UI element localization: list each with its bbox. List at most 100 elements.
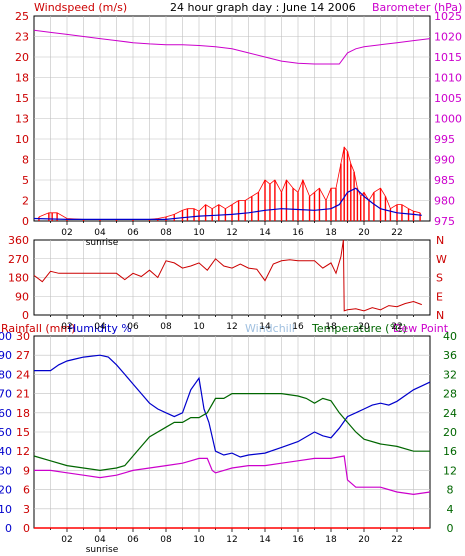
humidity-y-tick-label: 90 — [0, 349, 12, 362]
wind-y-tick-label: 8 — [22, 154, 29, 167]
compass-label: W — [436, 253, 447, 266]
x-tick-label: 14 — [259, 535, 271, 545]
x-tick-label: 22 — [391, 322, 402, 332]
compass-label: S — [436, 272, 443, 285]
x-tick-label: 04 — [94, 535, 106, 545]
x-tick-label: 02 — [61, 228, 72, 238]
barometer-y-tick-label: 1005 — [434, 92, 462, 105]
temperature-y-tick-label: 8 — [447, 484, 454, 497]
sunrise-label: sunrise — [86, 545, 119, 555]
wind-y-tick-label: 5 — [22, 174, 29, 187]
wind-y-tick-label: 10 — [15, 133, 29, 146]
rain-y-tick-label: 27 — [16, 349, 30, 362]
rain-y-tick-label: 3 — [23, 503, 30, 516]
x-tick-label: 12 — [226, 535, 237, 545]
rain-y-tick-label: 21 — [16, 388, 30, 401]
rain-y-tick-label: 18 — [16, 407, 30, 420]
wind-y-tick-label: 13 — [15, 113, 29, 126]
rain-y-tick-label: 6 — [23, 484, 30, 497]
x-tick-label: 10 — [193, 228, 205, 238]
humidity-y-tick-label: 30 — [0, 464, 12, 477]
x-tick-label: 16 — [292, 228, 304, 238]
humidity-y-tick-label: 40 — [0, 445, 12, 458]
direction-y-tick-label: 0 — [22, 309, 29, 322]
compass-label: N — [436, 234, 444, 247]
x-tick-label: 14 — [259, 228, 271, 238]
humidity-y-tick-label: 50 — [0, 426, 12, 439]
wind-gust-line — [38, 146, 421, 220]
x-tick-label: 04 — [94, 228, 106, 238]
compass-label: N — [436, 309, 444, 322]
x-tick-label: 08 — [160, 322, 172, 332]
temperature-y-tick-label: 36 — [443, 349, 457, 362]
x-tick-label: 10 — [193, 535, 205, 545]
wind-y-tick-label: 20 — [15, 51, 29, 64]
temperature-y-tick-label: 24 — [443, 407, 457, 420]
barometer-line — [33, 29, 431, 65]
x-tick-label: 12 — [226, 228, 237, 238]
rain-y-tick-label: 24 — [16, 368, 30, 381]
rain-y-tick-label: 9 — [23, 464, 30, 477]
wind-direction-line — [33, 239, 422, 312]
windspeed-header: Windspeed (m/s) — [34, 1, 127, 14]
x-tick-label: 06 — [127, 535, 139, 545]
humidity-y-tick-label: 20 — [0, 484, 12, 497]
temperature-header: Temperature (°C) — [311, 322, 407, 335]
temperature-y-tick-label: 28 — [443, 388, 457, 401]
sunrise-label: sunrise — [86, 238, 119, 248]
barometer-y-tick-label: 1000 — [434, 113, 462, 126]
x-tick-label: 04 — [94, 322, 106, 332]
x-tick-label: 20 — [358, 228, 370, 238]
x-tick-label: 08 — [160, 535, 172, 545]
x-tick-label: 18 — [325, 535, 337, 545]
barometer-y-tick-label: 975 — [434, 215, 455, 228]
wind-y-tick-label: 25 — [15, 10, 29, 23]
wind-y-tick-label: 23 — [15, 31, 29, 44]
wind-y-tick-label: 2 — [22, 195, 29, 208]
barometer-y-tick-label: 990 — [434, 154, 455, 167]
barometer-y-tick-label: 1010 — [434, 72, 462, 85]
barometer-y-tick-label: 985 — [434, 174, 455, 187]
chart-title: 24 hour graph day : June 14 2006 — [170, 1, 356, 14]
dewpoint-header: Dew Point — [393, 322, 449, 335]
barometer-y-tick-label: 1015 — [434, 51, 462, 64]
rain-y-tick-label: 15 — [16, 426, 30, 439]
temperature-y-tick-label: 4 — [447, 503, 454, 516]
humidity-y-tick-label: 10 — [0, 503, 12, 516]
barometer-y-tick-label: 995 — [434, 133, 455, 146]
humidity-y-tick-label: 70 — [0, 388, 12, 401]
barometer-y-tick-label: 1025 — [434, 10, 462, 23]
barometer-y-tick-label: 1020 — [434, 31, 462, 44]
x-tick-label: 14 — [259, 322, 271, 332]
compass-label: E — [436, 290, 443, 303]
x-tick-label: 22 — [391, 228, 402, 238]
temperature-y-tick-label: 20 — [443, 426, 457, 439]
wind-y-tick-label: 0 — [22, 215, 29, 228]
x-tick-label: 16 — [292, 322, 304, 332]
x-tick-label: 12 — [226, 322, 237, 332]
direction-y-tick-label: 90 — [15, 290, 29, 303]
direction-y-tick-label: 360 — [8, 234, 29, 247]
temperature-line — [33, 393, 430, 472]
rain-y-tick-label: 30 — [16, 330, 30, 343]
humidity-y-tick-label: 100 — [0, 330, 12, 343]
barometer-header: Barometer (hPa) — [372, 1, 462, 14]
temperature-y-tick-label: 40 — [443, 330, 457, 343]
x-tick-label: 16 — [292, 535, 304, 545]
humidity-y-tick-label: 0 — [5, 522, 12, 535]
x-tick-label: 08 — [160, 228, 172, 238]
x-tick-label: 06 — [127, 322, 139, 332]
humidity-header: Humidity % — [68, 322, 132, 335]
x-tick-label: 20 — [358, 322, 370, 332]
humidity-y-tick-label: 60 — [0, 407, 12, 420]
dewpoint-line — [34, 455, 431, 496]
wind-average-line — [33, 187, 422, 220]
rain-y-tick-label: 12 — [16, 445, 30, 458]
wind-y-tick-label: 18 — [15, 72, 29, 85]
rain-y-tick-label: 0 — [23, 522, 30, 535]
x-tick-label: 18 — [325, 322, 337, 332]
windchill-header: Windchill — [245, 322, 295, 335]
x-tick-label: 20 — [358, 535, 370, 545]
x-tick-label: 22 — [391, 535, 402, 545]
